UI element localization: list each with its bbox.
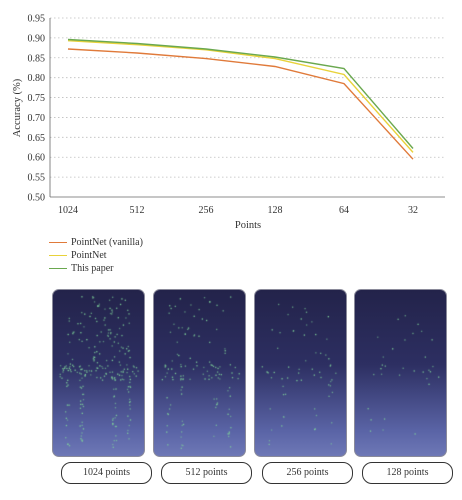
- y-axis-title: Accuracy (%): [12, 78, 23, 137]
- y-tick-label: 0.65: [28, 133, 46, 144]
- y-tick-label: 0.85: [28, 53, 46, 64]
- y-tick-label: 0.60: [28, 153, 46, 164]
- legend-swatch-pointnet-vanilla: [49, 242, 67, 243]
- legend-label-pointnet-vanilla: PointNet (vanilla): [71, 237, 143, 248]
- point-cloud-panels: [52, 289, 447, 457]
- legend-swatch-this-paper: [49, 268, 67, 269]
- x-axis-title: Points: [235, 220, 261, 231]
- series-line-1: [67, 40, 414, 153]
- x-tick-label: 256: [199, 205, 214, 216]
- x-tick-label: 32: [408, 205, 418, 216]
- point-cloud-panel-256: [254, 289, 347, 457]
- x-tick-label: 1024: [58, 205, 78, 216]
- point-cloud-panel-512: [153, 289, 246, 457]
- series-line-0: [67, 48, 414, 160]
- y-tick-label: 0.75: [28, 93, 46, 104]
- caption-256-points: 256 points: [262, 462, 353, 484]
- x-tick-label: 128: [268, 205, 283, 216]
- legend-swatch-pointnet: [49, 255, 67, 256]
- point-cloud-canvas-1024: [53, 290, 144, 456]
- legend-label-this-paper: This paper: [71, 263, 114, 274]
- y-tick-label: 0.70: [28, 113, 46, 124]
- legend-item-this-paper: This paper: [49, 262, 143, 275]
- chart-legend: PointNet (vanilla) PointNet This paper: [49, 236, 143, 275]
- point-cloud-canvas-512: [154, 290, 245, 456]
- legend-item-pointnet: PointNet: [49, 249, 143, 262]
- y-tick-label: 0.90: [28, 33, 46, 44]
- y-tick-label: 0.80: [28, 73, 46, 84]
- caption-1024-points: 1024 points: [61, 462, 152, 484]
- legend-item-pointnet-vanilla: PointNet (vanilla): [49, 236, 143, 249]
- caption-512-points: 512 points: [161, 462, 252, 484]
- legend-label-pointnet: PointNet: [71, 250, 107, 261]
- caption-128-points: 128 points: [362, 462, 453, 484]
- point-cloud-panel-1024: [52, 289, 145, 457]
- point-cloud-canvas-256: [255, 290, 346, 456]
- x-tick-label: 64: [339, 205, 349, 216]
- y-tick-label: 0.95: [28, 14, 46, 25]
- y-tick-label: 0.50: [28, 193, 46, 204]
- y-tick-label: 0.55: [28, 173, 46, 184]
- point-cloud-canvas-128: [355, 290, 446, 456]
- x-tick-label: 512: [130, 205, 145, 216]
- point-cloud-panel-128: [354, 289, 447, 457]
- series-line-2: [67, 38, 414, 149]
- accuracy-chart: 0.50 0.55 0.60 0.65 0.70 0.75 0.80 0.85 0.90 0.95…: [12, 14, 445, 231]
